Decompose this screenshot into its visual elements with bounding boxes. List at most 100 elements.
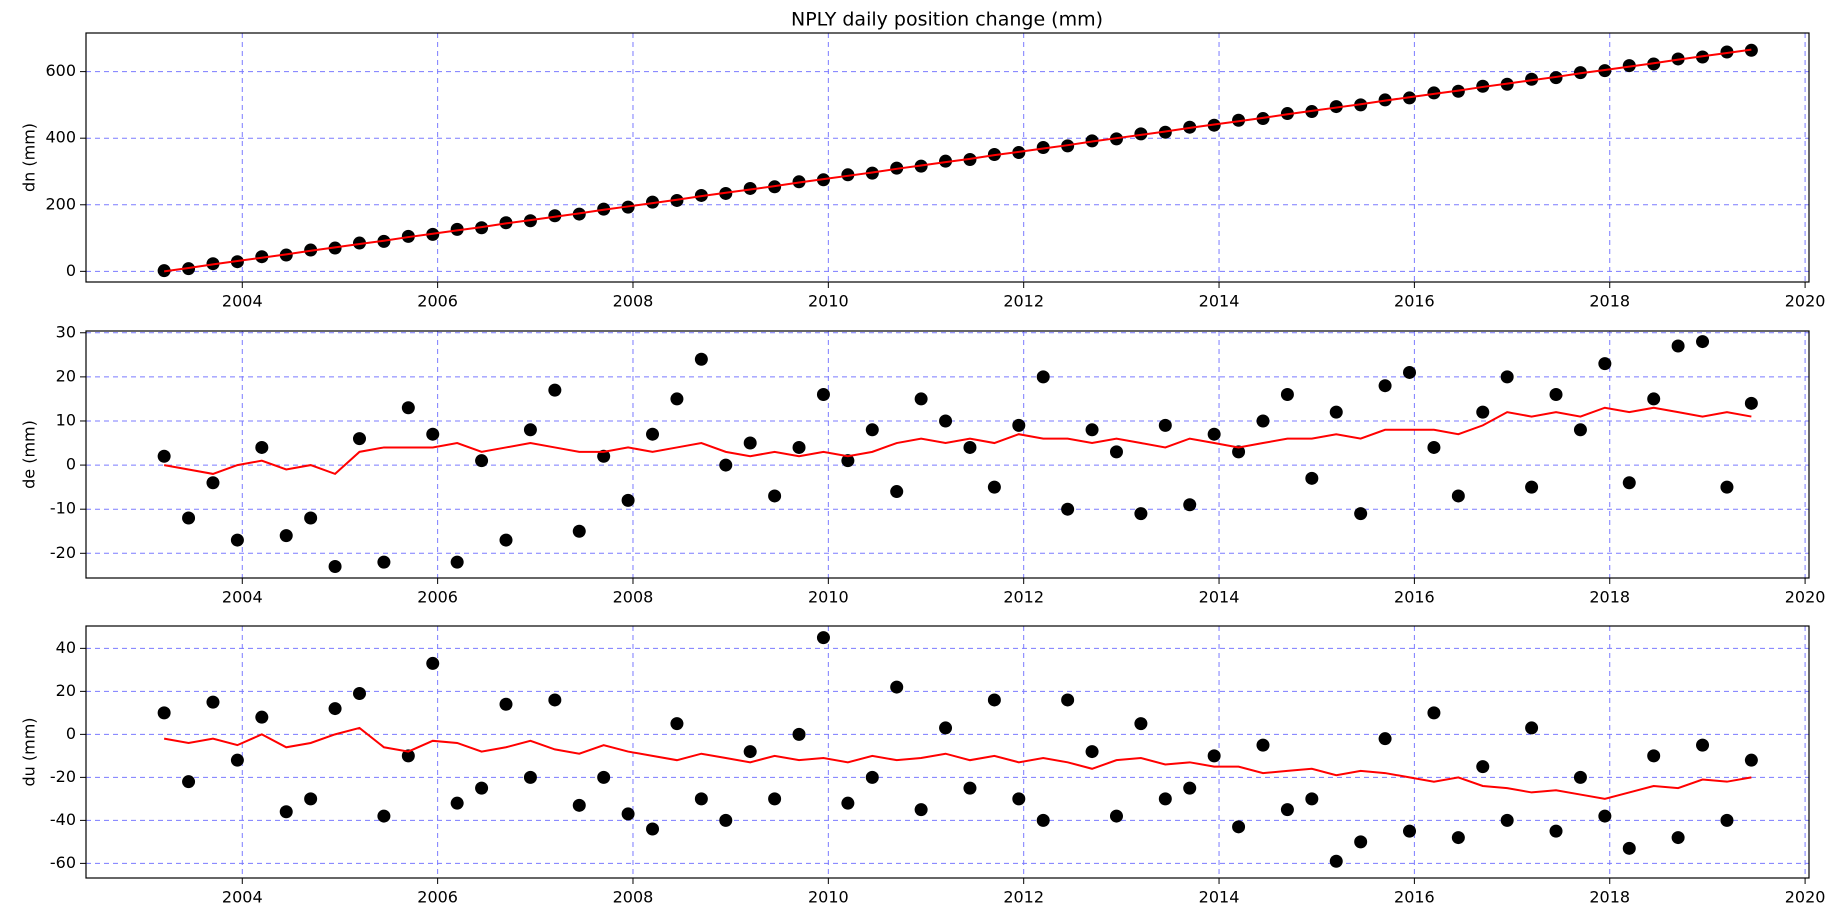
point (499, 697, 513, 711)
x-tick-label: 2010 (808, 292, 849, 311)
point (1500, 813, 1514, 827)
point (1525, 721, 1539, 735)
point (963, 781, 977, 795)
point (377, 555, 391, 569)
x-tick-label: 2008 (613, 588, 654, 607)
point (1696, 335, 1710, 349)
x-tick-label: 2016 (1394, 588, 1435, 607)
point (1354, 835, 1368, 849)
point (646, 427, 660, 441)
point (1256, 738, 1270, 752)
y-tick-label: 30 (56, 322, 76, 341)
point (450, 796, 464, 810)
point (939, 721, 953, 735)
point (743, 745, 757, 759)
x-tick-label: 2006 (417, 888, 458, 905)
x-tick-label: 2020 (1785, 888, 1826, 905)
point (352, 432, 366, 446)
point (206, 476, 220, 490)
point (1476, 405, 1490, 419)
point (426, 427, 440, 441)
x-tick-label: 2018 (1589, 588, 1630, 607)
point (328, 560, 342, 574)
point (939, 414, 953, 428)
x-tick-label: 2006 (417, 292, 458, 311)
point (694, 792, 708, 806)
point (841, 454, 855, 468)
point (1696, 738, 1710, 752)
point (1329, 854, 1343, 868)
y-tick-label: 20 (56, 681, 76, 700)
point (328, 702, 342, 716)
y-tick-label: 0 (66, 724, 76, 743)
point (1451, 831, 1465, 845)
y-tick-label: 0 (66, 455, 76, 474)
point (304, 511, 318, 525)
point (1671, 831, 1685, 845)
x-tick-label: 2004 (222, 888, 263, 905)
point (597, 770, 611, 784)
point (255, 440, 269, 454)
point (670, 717, 684, 731)
point (572, 798, 586, 812)
point (1207, 427, 1221, 441)
axes-frame (85, 32, 1810, 283)
y-axis-label: dn (mm) (20, 123, 39, 192)
point (450, 555, 464, 569)
y-tick-label: -20 (50, 767, 76, 786)
point (1109, 445, 1123, 459)
point (1598, 357, 1612, 371)
x-tick-label: 2020 (1785, 588, 1826, 607)
x-tick-label: 2008 (613, 888, 654, 905)
point (694, 352, 708, 366)
y-tick-label: -40 (50, 810, 76, 829)
point (1232, 445, 1246, 459)
x-tick-label: 2008 (613, 292, 654, 311)
plot-area (157, 43, 1758, 278)
y-tick-label: 40 (56, 638, 76, 657)
point (230, 753, 244, 767)
point (914, 803, 928, 817)
point (1427, 440, 1441, 454)
point (499, 533, 513, 547)
point (279, 805, 293, 819)
point (1256, 414, 1270, 428)
point (768, 489, 782, 503)
x-tick-label: 2016 (1394, 888, 1435, 905)
point (572, 524, 586, 538)
point (1500, 370, 1514, 384)
point (1085, 745, 1099, 759)
point (792, 727, 806, 741)
y-tick-label: 0 (66, 261, 76, 280)
point (597, 449, 611, 463)
x-tick-label: 2018 (1589, 292, 1630, 311)
y-tick-label: 600 (45, 61, 76, 80)
x-tick-label: 2014 (1199, 588, 1240, 607)
point (816, 631, 830, 645)
point (1598, 809, 1612, 823)
point (182, 511, 196, 525)
point (1061, 693, 1075, 707)
point (1305, 471, 1319, 485)
y-tick-label: 200 (45, 194, 76, 213)
point (255, 710, 269, 724)
x-tick-label: 2016 (1394, 292, 1435, 311)
point (719, 813, 733, 827)
point (1012, 792, 1026, 806)
point (1525, 480, 1539, 494)
point (1378, 379, 1392, 393)
point (816, 388, 830, 402)
point (1720, 480, 1734, 494)
point (1744, 753, 1758, 767)
point (475, 454, 489, 468)
point (1378, 732, 1392, 746)
point (841, 796, 855, 810)
x-tick-label: 2018 (1589, 888, 1630, 905)
point (1207, 749, 1221, 763)
point (1647, 392, 1661, 406)
point (523, 423, 537, 437)
point (157, 449, 171, 463)
y-tick-label: 20 (56, 366, 76, 385)
point (621, 493, 635, 507)
